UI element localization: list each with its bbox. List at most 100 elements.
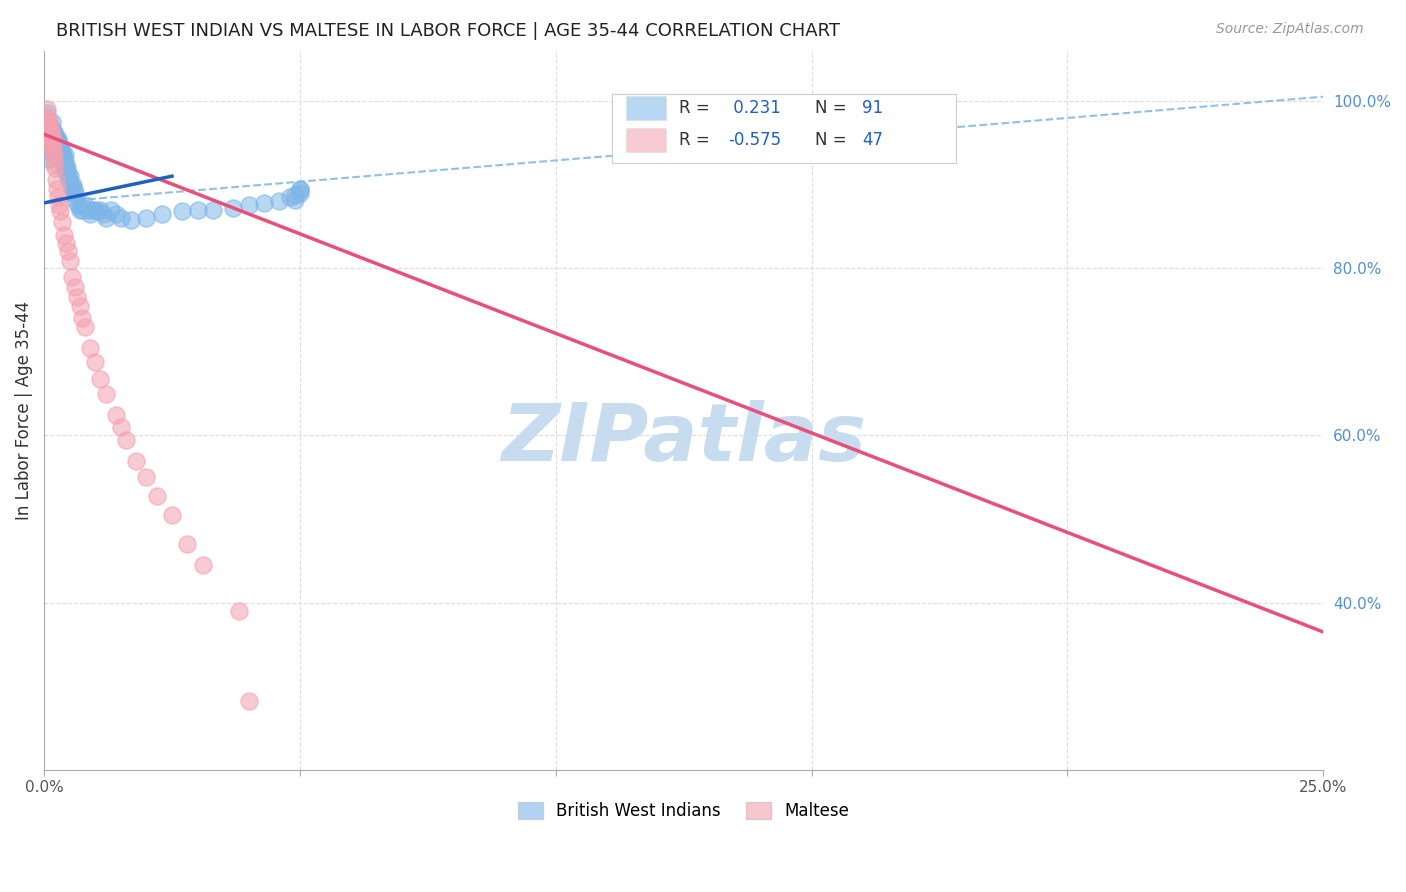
Point xyxy=(42,145,65,160)
Point xyxy=(39,131,62,145)
Point xyxy=(94,386,117,401)
Point xyxy=(150,207,173,221)
Point xyxy=(82,202,104,217)
Point xyxy=(39,128,62,142)
Point xyxy=(53,161,76,175)
Point xyxy=(42,144,65,158)
Point xyxy=(49,204,72,219)
Text: -0.575: -0.575 xyxy=(728,131,782,149)
Point xyxy=(56,169,79,183)
Point xyxy=(238,694,260,708)
Point xyxy=(38,128,60,142)
Point xyxy=(48,148,70,162)
Point xyxy=(228,604,250,618)
Point xyxy=(55,235,77,250)
Point xyxy=(44,131,66,145)
Point xyxy=(44,161,66,175)
Point xyxy=(55,165,77,179)
Point xyxy=(53,148,76,162)
Point xyxy=(72,311,94,326)
Point xyxy=(41,115,63,129)
Point xyxy=(125,453,148,467)
Point xyxy=(38,119,60,133)
Point xyxy=(110,211,132,225)
Point xyxy=(60,269,83,284)
Text: N =: N = xyxy=(815,131,852,149)
Point xyxy=(62,182,84,196)
Point xyxy=(51,215,73,229)
Point xyxy=(110,420,132,434)
Point xyxy=(39,136,62,150)
Point xyxy=(73,319,96,334)
Point xyxy=(84,355,107,369)
Point xyxy=(42,151,65,165)
Point xyxy=(288,182,311,196)
Point xyxy=(60,182,83,196)
Point xyxy=(172,204,194,219)
Point xyxy=(37,115,59,129)
Point xyxy=(44,128,66,142)
Point xyxy=(46,140,69,154)
Point xyxy=(89,202,111,217)
Point xyxy=(44,128,66,142)
Point xyxy=(69,202,91,217)
Point xyxy=(45,140,67,154)
Point xyxy=(35,119,58,133)
Point xyxy=(284,187,307,202)
Point xyxy=(87,204,110,219)
Point xyxy=(38,123,60,137)
Point xyxy=(49,144,72,158)
Point xyxy=(63,279,86,293)
Point xyxy=(115,433,138,447)
Point xyxy=(49,153,72,167)
Point xyxy=(42,142,65,156)
Point xyxy=(48,131,70,145)
Text: R =: R = xyxy=(679,99,716,117)
Point xyxy=(135,470,157,484)
Point xyxy=(46,182,69,196)
Point xyxy=(70,198,93,212)
Point xyxy=(288,186,311,200)
Point xyxy=(51,144,73,158)
Point xyxy=(41,128,63,142)
Y-axis label: In Labor Force | Age 35-44: In Labor Force | Age 35-44 xyxy=(15,301,32,520)
Point xyxy=(38,115,60,129)
Point xyxy=(72,202,94,217)
Text: ZIPatlas: ZIPatlas xyxy=(501,401,866,478)
Point xyxy=(76,202,98,217)
Text: 0.231: 0.231 xyxy=(728,99,782,117)
Point xyxy=(38,144,60,158)
Point xyxy=(58,173,80,187)
Point xyxy=(59,178,82,192)
Point xyxy=(56,165,79,179)
Point xyxy=(160,508,183,522)
Point xyxy=(38,119,60,133)
Point xyxy=(37,111,59,125)
Point xyxy=(94,211,117,225)
Point xyxy=(53,153,76,167)
Point xyxy=(41,137,63,152)
Point xyxy=(35,106,58,120)
Point xyxy=(38,153,60,167)
Point xyxy=(37,128,59,142)
Point xyxy=(55,156,77,170)
Point xyxy=(63,186,86,200)
Point xyxy=(48,140,70,154)
Point xyxy=(35,102,58,116)
Point xyxy=(253,195,276,210)
Point xyxy=(56,244,79,259)
Point xyxy=(51,148,73,162)
Point xyxy=(37,115,59,129)
Point xyxy=(62,178,84,192)
Point xyxy=(38,136,60,150)
Point xyxy=(104,408,127,422)
Point xyxy=(39,128,62,142)
Text: 91: 91 xyxy=(862,99,883,117)
Point xyxy=(238,198,260,212)
Legend: British West Indians, Maltese: British West Indians, Maltese xyxy=(512,795,856,826)
Point xyxy=(46,136,69,150)
Point xyxy=(39,131,62,145)
Point xyxy=(42,140,65,154)
Point xyxy=(89,371,111,385)
Point xyxy=(104,207,127,221)
